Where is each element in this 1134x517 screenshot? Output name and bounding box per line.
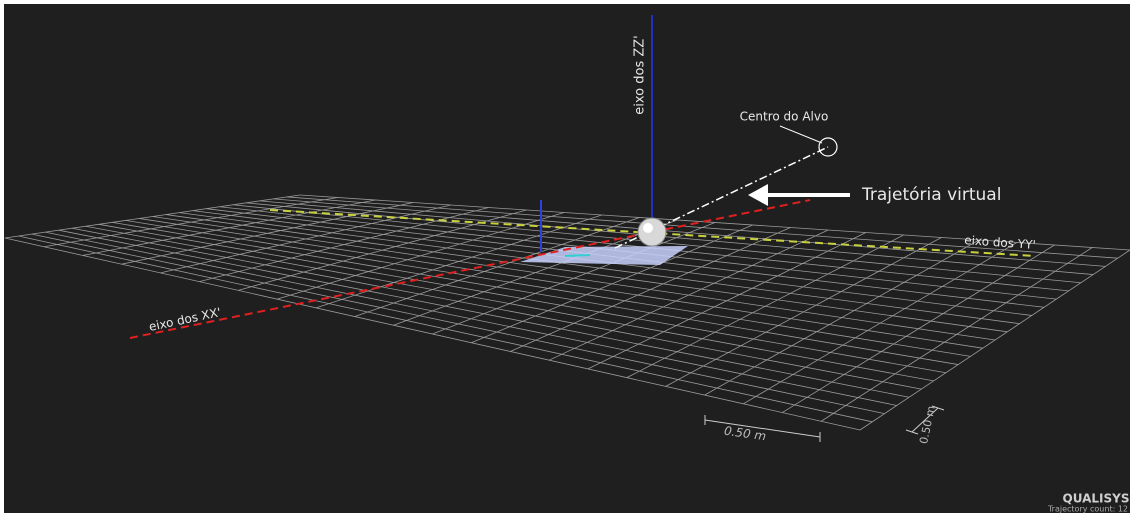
y-axis-label: eixo dos YY' [964,233,1036,252]
grid-line [246,202,1081,284]
grid-line [665,237,942,387]
ball [637,217,667,247]
force-plate [520,246,688,265]
arrow-head [748,184,768,206]
ball-highlight [643,223,653,233]
z-axis-label: eixo dos ZZ' [633,35,648,115]
grid-line [179,212,1020,325]
target-label: Centro do Alvo [740,110,829,124]
scale-bar-y [905,405,945,435]
grid-line [432,222,716,335]
target-leader [779,125,823,144]
grid-line [471,224,753,344]
status: Trajectory count: 12 [1047,505,1128,514]
grid-line [587,232,867,370]
floor-grid [4,194,1131,431]
grid-line [548,229,829,361]
grid-line [820,247,1093,422]
brand: QUALISYS [1063,492,1130,506]
scale-bar-x [704,415,821,442]
scale-x-label: 0.50 m [723,424,767,444]
trajectory-label: Trajetória virtual [861,185,1001,205]
grid-line [510,227,791,352]
grid-line [859,249,1131,431]
grid-line [626,234,904,378]
grid-line [782,244,1055,413]
grid-line [165,214,1008,333]
grid-line [299,194,1131,251]
grid-line [259,200,1094,275]
grid-line [273,198,1106,267]
target-center [818,137,838,157]
grid-line [743,242,1018,405]
grid-line [286,196,1118,259]
x-axis [129,199,811,339]
grid-line [704,239,980,396]
local-y [564,254,591,257]
